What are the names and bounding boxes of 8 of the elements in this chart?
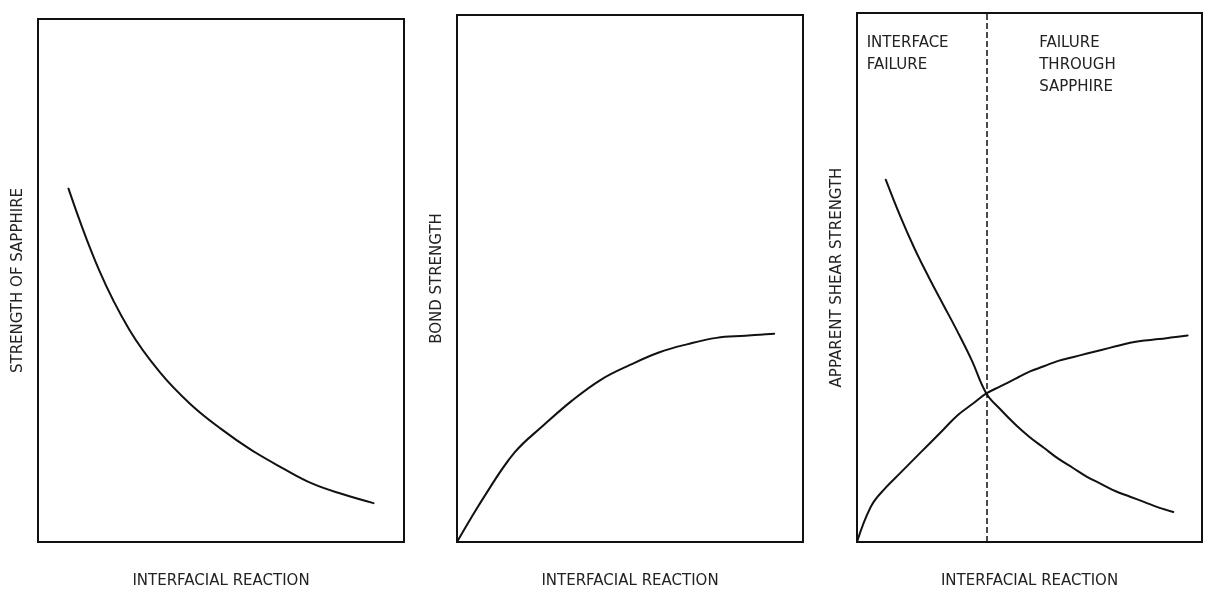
- text: FAILURE THROUGH SAPPHIRE: [1038, 33, 1121, 95]
- y-axis-title: APPARENT SHEAR STRENGTH: [826, 167, 845, 388]
- y-axis-title: STRENGTH OF SAPPHIRE: [7, 187, 26, 374]
- x-axis-title: INTERFACIAL REACTION: [940, 570, 1119, 589]
- x-axis-title: INTERFACIAL REACTION: [541, 570, 719, 589]
- x-axis-title: INTERFACIAL REACTION: [132, 570, 310, 589]
- y-axis-title: BOND STRENGTH: [426, 213, 445, 344]
- text: INTERFACE FAILURE: [866, 33, 954, 73]
